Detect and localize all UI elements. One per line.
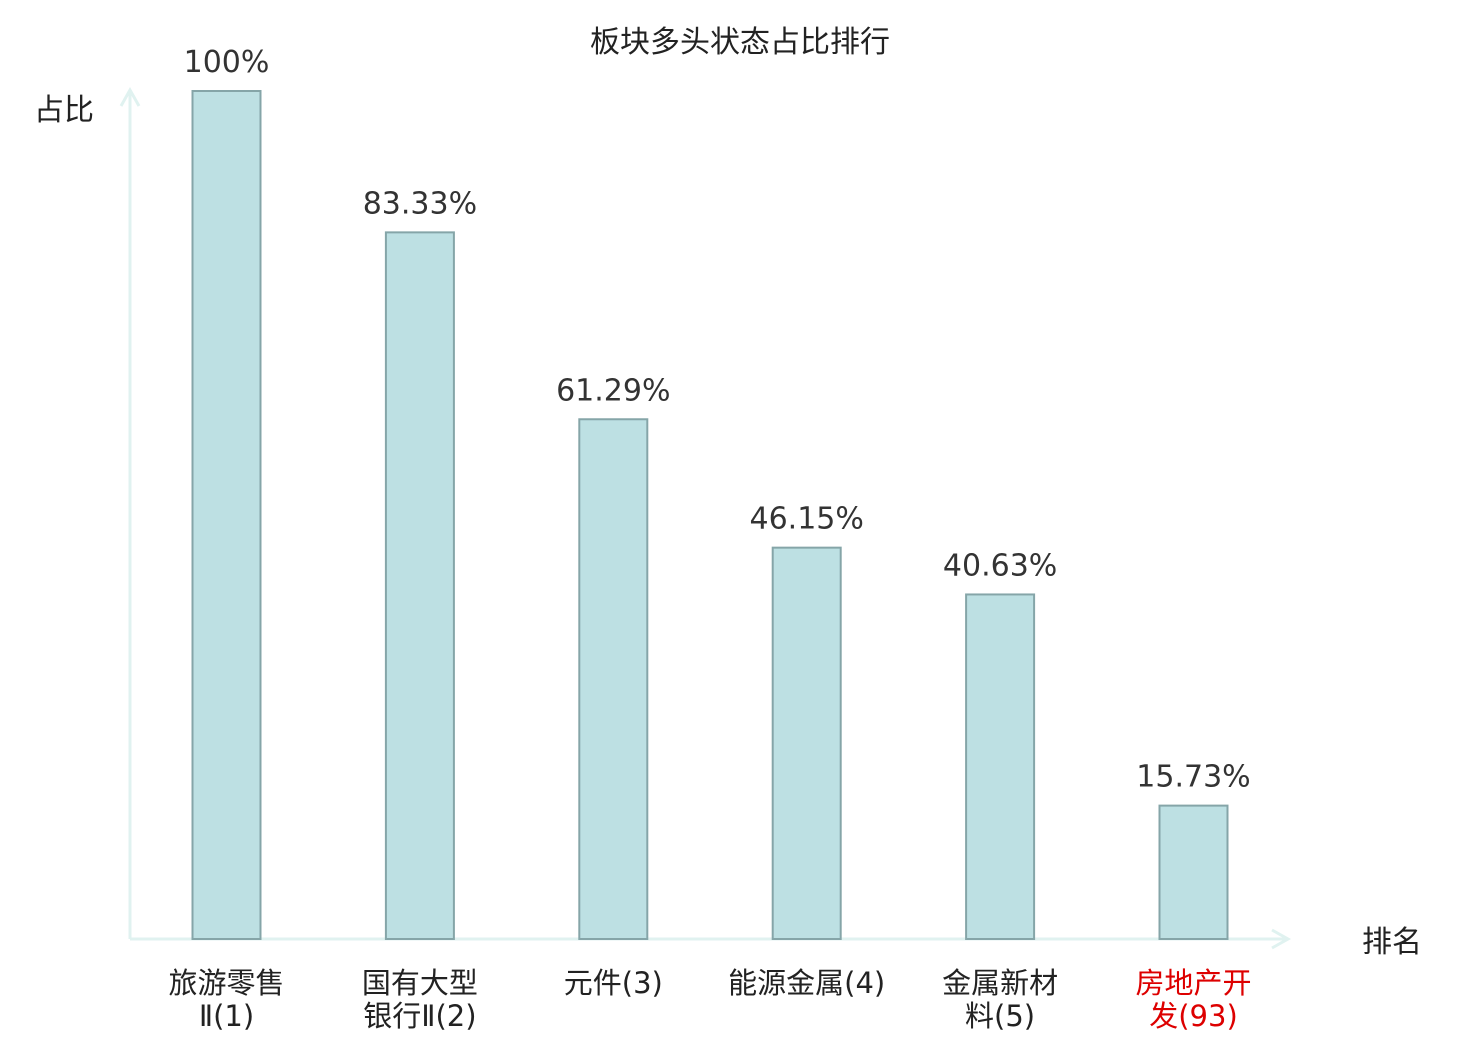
category-label-line: 旅游零售	[168, 966, 284, 1000]
x-axis-arrow-icon	[1271, 928, 1292, 950]
axes	[119, 86, 1292, 950]
category-label-line: 发(93)	[1149, 999, 1238, 1033]
y-axis-label: 占比	[34, 93, 94, 128]
bar-value-label: 46.15%	[750, 502, 864, 537]
bar-value-label: 100%	[184, 45, 270, 80]
category-label: 元件(3)	[564, 966, 663, 1000]
value-labels-group: 100% 83.33% 61.29% 46.15% 40.63% 15.73%	[184, 45, 1251, 795]
category-labels-group: 旅游零售 Ⅱ(1) 国有大型银行Ⅱ(2) 元件(3) 能源金属(4) 金属新材料(5) 房地…	[168, 966, 1251, 1033]
category-label-line: 金属新材	[942, 966, 1058, 1000]
bar	[965, 593, 1036, 940]
category-label-line: 能源金属(4)	[728, 966, 885, 1000]
bar	[191, 90, 262, 940]
chart-title: 板块多头状态占比排行	[590, 25, 890, 60]
bar-value-label: 61.29%	[556, 373, 670, 408]
bar	[578, 418, 649, 940]
category-label: 房地产开发(93)	[1135, 966, 1251, 1033]
category-label-line: 银行Ⅱ(2)	[363, 999, 476, 1033]
category-label: 国有大型银行Ⅱ(2)	[362, 966, 478, 1033]
category-label-line: 料(5)	[965, 999, 1035, 1033]
y-axis-arrow-icon	[119, 86, 141, 107]
x-axis-label: 排名	[1362, 925, 1422, 960]
category-label-line: Ⅱ(1)	[199, 999, 254, 1033]
bar-value-label: 83.33%	[363, 186, 477, 221]
bar-value-label: 40.63%	[943, 548, 1057, 583]
category-label-line: 元件(3)	[564, 966, 663, 1000]
bar	[1158, 804, 1229, 941]
category-label: 金属新材料(5)	[942, 966, 1058, 1033]
category-label: 旅游零售 Ⅱ(1)	[168, 966, 284, 1033]
bar	[771, 546, 842, 940]
bar-value-label: 15.73%	[1136, 760, 1250, 795]
bar	[384, 231, 455, 941]
category-label-line: 国有大型	[362, 966, 478, 1000]
bars-group	[191, 90, 1229, 941]
category-label-line: 房地产开	[1135, 966, 1251, 1000]
category-label: 能源金属(4)	[728, 966, 885, 1000]
